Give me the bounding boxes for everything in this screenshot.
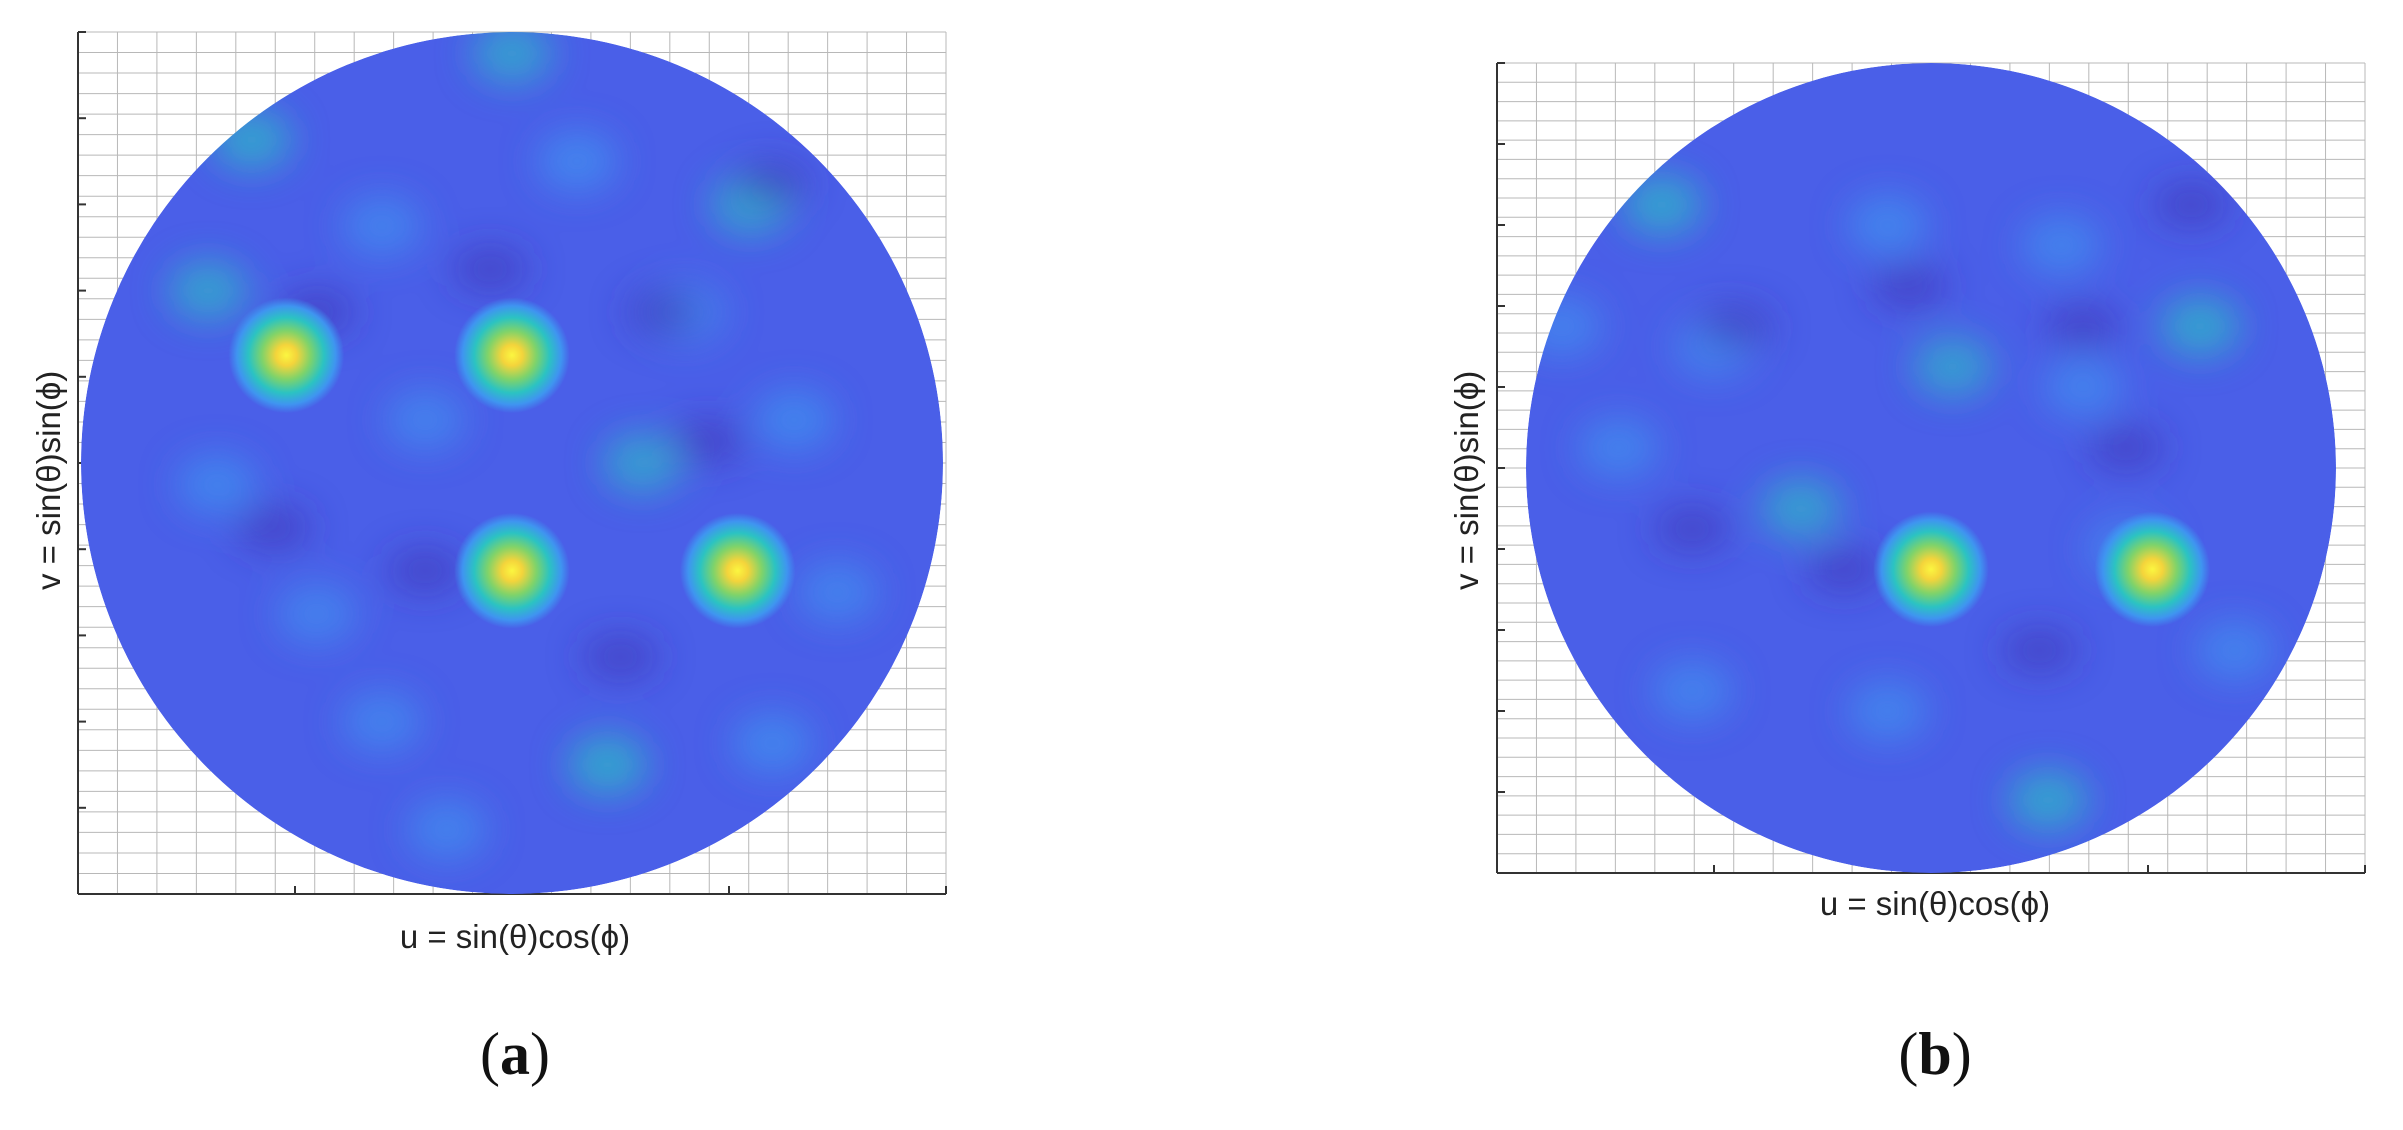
heatmap-background-b [1526, 63, 2336, 873]
peak-marker-a-2 [454, 297, 570, 414]
x-axis-label-a: u = sin(θ)cos(ϕ) [399, 918, 631, 955]
heatmap-plot-a [77, 31, 947, 895]
heatmap-plot-b [1496, 62, 2366, 874]
panel-caption-b: (b) [1500, 1020, 2370, 1089]
heatmap-background-a [81, 32, 943, 894]
heatmap-disc-b [1526, 63, 2336, 873]
heatmap-disc-a [81, 32, 943, 894]
caption-text-a: (a) [480, 1021, 550, 1087]
y-axis-ticks-a [78, 31, 86, 895]
peak-marker-a-3 [454, 512, 570, 629]
peak-marker-a-4 [679, 512, 796, 629]
caption-letter: b [1918, 1021, 1952, 1087]
x-axis-label-b: u = sin(θ)cos(ϕ) [1819, 885, 2051, 922]
peak-marker-b-1 [1873, 511, 1989, 628]
panel-a: v = sin(θ)sin(ϕ) u = sin(θ)cos(ϕ) (a) [0, 0, 1000, 1130]
caption-text-b: (b) [1898, 1021, 1972, 1087]
peak-marker-b-2 [2094, 511, 2211, 628]
panel-caption-a: (a) [80, 1020, 950, 1089]
y-axis-ticks-b [1497, 62, 1505, 874]
caption-letter: a [500, 1021, 530, 1087]
peak-marker-a-1 [228, 297, 345, 414]
heatmap-texture-a [168, 32, 878, 860]
y-axis-label-b: v = sin(θ)sin(ϕ) [1448, 370, 1485, 590]
